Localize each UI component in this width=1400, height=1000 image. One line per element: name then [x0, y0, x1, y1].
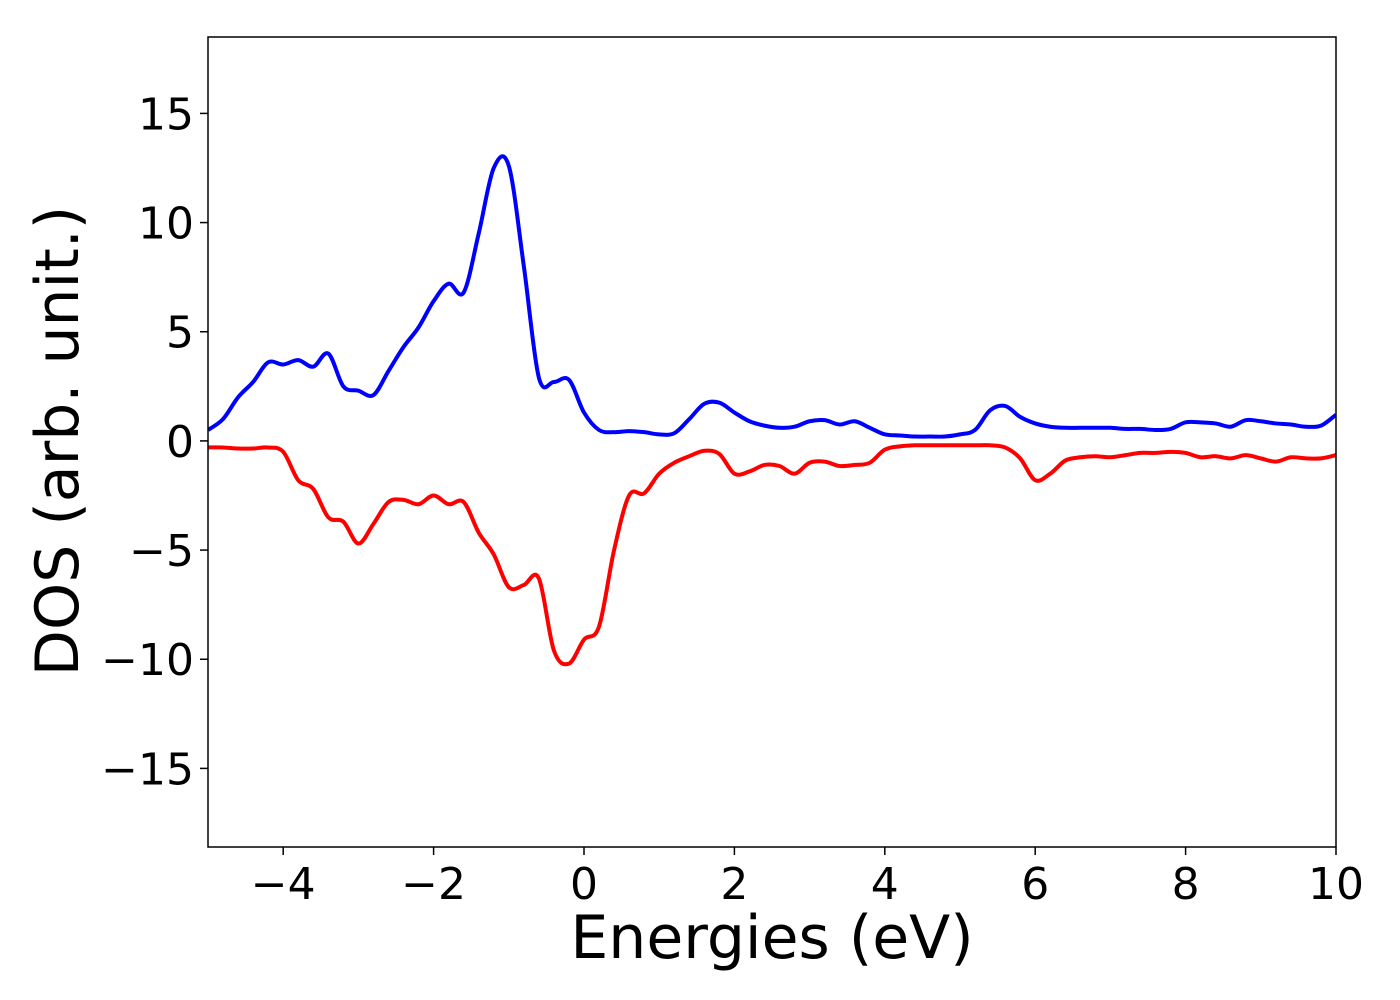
- dos-line: [208, 154, 1336, 439]
- x-tick-label: 10: [1308, 859, 1364, 910]
- y-tick-label: −10: [101, 635, 194, 686]
- dos-line: [208, 443, 1336, 667]
- x-tick-label: 8: [1172, 859, 1200, 910]
- y-tick-label: −15: [101, 744, 194, 795]
- y-tick-label: −5: [129, 526, 194, 577]
- x-tick-label: 4: [871, 859, 899, 910]
- x-tick-label: 6: [1021, 859, 1049, 910]
- x-tick-label: −4: [251, 859, 316, 910]
- y-tick-label: 10: [138, 199, 194, 250]
- plot-frame: [207, 36, 1337, 848]
- y-tick-label: 0: [166, 417, 194, 468]
- y-tick-label: 5: [166, 308, 194, 359]
- x-tick-label: 0: [570, 859, 598, 910]
- x-axis-label: Energies (eV): [570, 903, 973, 973]
- plot-area: [208, 154, 1336, 667]
- y-tick-label: 15: [138, 89, 194, 140]
- x-tick-label: 2: [720, 859, 748, 910]
- y-axis-label: DOS (arb. unit.): [23, 206, 93, 676]
- x-tick-label: −2: [401, 859, 466, 910]
